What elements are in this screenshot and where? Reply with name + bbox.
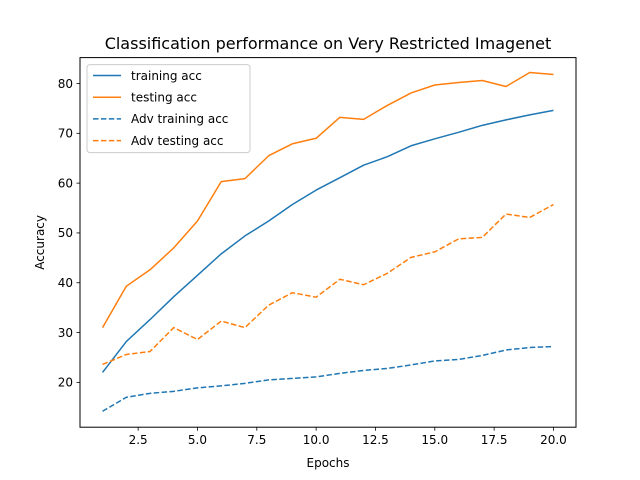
plot-area	[101, 71, 554, 412]
legend: training acc testing acc Adv training acc A…	[86, 64, 251, 154]
y-axis-label: Accuracy	[33, 215, 47, 270]
x-tick-label: 7.5	[247, 433, 266, 447]
series-line-adv-training-acc	[102, 345, 554, 412]
x-tick-label: 10.0	[303, 433, 330, 447]
x-tick-label: 5.0	[188, 433, 207, 447]
x-axis: 2.5 5.0 7.5 10.0 12.5 15.0 17.5 20.0	[129, 427, 567, 447]
series-line-adv-testing-acc	[102, 203, 554, 366]
legend-label: training acc	[131, 69, 202, 83]
axes-frame	[79, 57, 577, 428]
y-tick-label: 80	[58, 77, 73, 91]
y-tick-label: 70	[58, 127, 73, 141]
series-line-training-acc	[101, 109, 554, 373]
x-tick-label: 12.5	[362, 433, 389, 447]
y-tick-label: 20	[58, 376, 73, 390]
legend-label: testing acc	[131, 91, 197, 105]
y-tick-label: 60	[58, 176, 73, 190]
legend-box	[86, 64, 251, 154]
x-tick-label: 17.5	[481, 433, 508, 447]
y-tick-label: 30	[58, 326, 73, 340]
legend-label: Adv training acc	[131, 112, 228, 126]
y-tick-label: 40	[58, 276, 73, 290]
x-tick-label: 20.0	[540, 433, 567, 447]
x-tick-label: 2.5	[129, 433, 148, 447]
series-line-testing-acc	[101, 71, 554, 328]
x-tick-label: 15.0	[421, 433, 448, 447]
legend-label: Adv testing acc	[131, 134, 224, 148]
x-axis-label: Epochs	[307, 456, 350, 470]
chart-title: Classification performance on Very Restr…	[105, 34, 552, 53]
y-tick-label: 50	[58, 226, 73, 240]
y-axis: 20 30 40 50 60 70 80	[58, 77, 80, 390]
